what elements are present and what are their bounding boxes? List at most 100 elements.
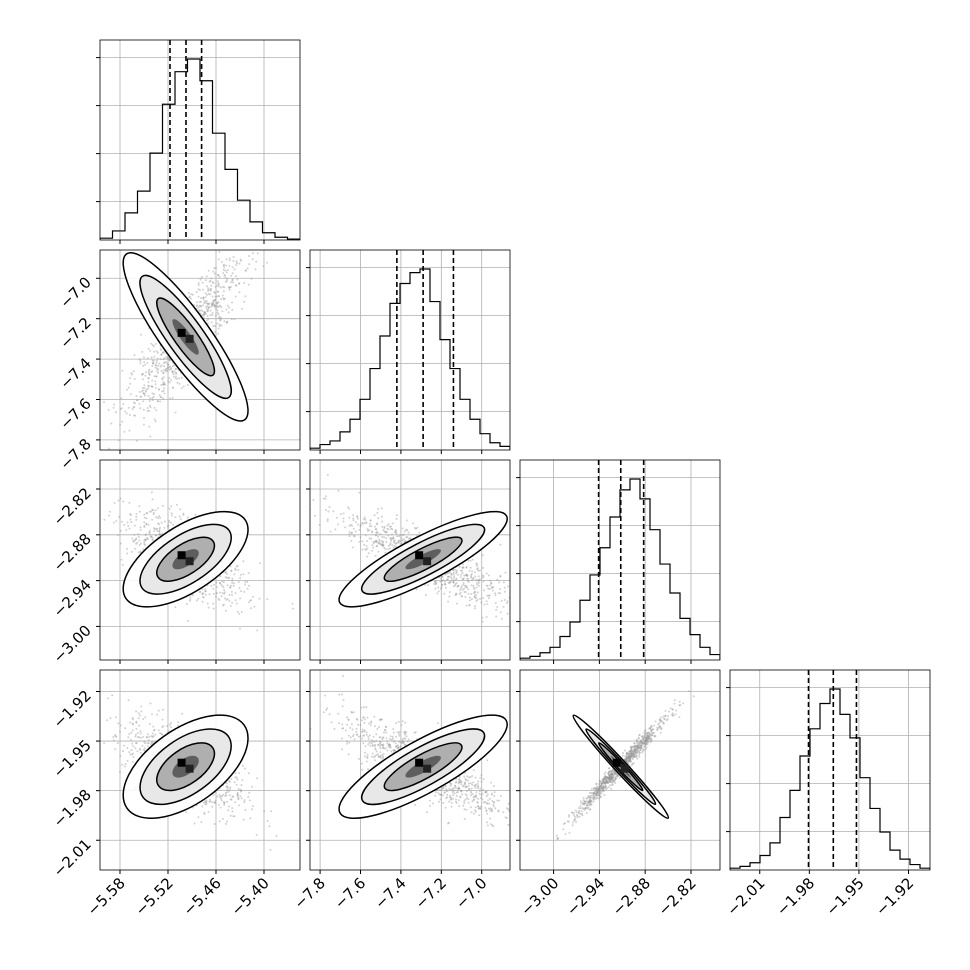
scatter-point [142,378,144,381]
scatter-point [217,282,220,285]
scatter-point [123,430,126,433]
scatter-point [324,497,327,500]
scatter-point [390,527,393,530]
scatter-point [476,787,479,790]
scatter-point [226,269,229,271]
scatter-point [398,730,401,733]
scatter-point [529,820,531,822]
scatter-point [237,568,240,571]
scatter-point [159,732,162,735]
scatter-point [251,258,254,261]
scatter-point [477,785,479,788]
scatter-point [145,512,148,515]
scatter-point [164,383,166,386]
scatter-point [226,572,228,575]
scatter-point [142,548,145,551]
scatter-point [486,594,489,597]
scatter-point [150,735,153,738]
scatter-point [365,733,368,736]
scatter-point [488,588,491,590]
scatter-point [203,311,206,314]
scatter-point [491,800,494,802]
scatter-point [482,580,485,583]
scatter-point [384,729,387,731]
scatter-point [455,780,458,783]
scatter-point [148,425,151,428]
scatter-point [114,735,117,738]
scatter-point [603,778,606,781]
scatter-point [200,297,203,299]
scatter-point [393,531,396,534]
scatter-point [450,577,453,580]
scatter-point [121,564,124,566]
scatter-point [155,534,158,537]
scatter-point [96,502,98,504]
scatter-point [172,523,175,526]
scatter-point [147,371,150,374]
scatter-point [370,742,373,745]
scatter-point [600,792,603,795]
scatter-point [361,548,364,551]
scatter-point [350,710,353,713]
scatter-point [341,705,344,708]
scatter-point [133,377,136,380]
scatter-point [181,712,184,715]
scatter-point [659,719,662,722]
scatter-point [163,350,166,353]
scatter-point [458,781,461,784]
scatter-point [220,317,222,320]
scatter-point [646,736,649,739]
scatter-point [383,731,385,734]
scatter-point [202,304,205,307]
scatter-point [474,597,477,599]
scatter-point [388,745,391,747]
scatter-point [215,305,217,308]
scatter-point [214,298,217,301]
scatter-point [476,591,479,594]
scatter-point [636,757,639,760]
scatter-point [216,795,219,798]
scatter-point [166,725,169,727]
scatter-point [436,592,439,595]
scatter-point [126,759,129,762]
scatter-point [144,539,147,542]
scatter-point [138,544,141,546]
scatter-point [209,309,212,312]
scatter-point [146,745,149,748]
scatter-point [210,305,213,308]
scatter-point [211,295,214,298]
scatter-point [349,726,352,729]
scatter-point [377,743,380,746]
scatter-point [607,772,610,775]
scatter-point [443,580,446,583]
scatter-point [401,740,404,743]
scatter-point [363,706,365,709]
scatter-point [470,791,473,794]
scatter-point [384,551,387,554]
scatter-point [171,514,173,517]
scatter-point [151,538,154,541]
scatter-point [158,515,160,517]
scatter-point [266,820,269,822]
scatter-point [406,536,409,539]
panel-frame [99,249,301,451]
x-tick-label: −7.8 [290,874,328,912]
scatter-point [467,581,470,583]
scatter-point [168,359,171,362]
scatter-point [458,779,461,782]
scatter-point [226,598,229,600]
scatter-point [365,731,368,734]
scatter-point [610,776,613,779]
scatter-point [462,577,465,580]
scatter-point [223,274,226,277]
scatter-point [246,267,249,270]
scatter-point [486,812,489,815]
scatter-point [157,507,159,510]
scatter-point [215,592,218,595]
scatter-point [464,798,467,801]
scatter-point [246,240,248,242]
scatter-point [212,607,215,610]
scatter-point [383,525,386,528]
scatter-point [636,749,639,752]
scatter-point [313,514,316,517]
